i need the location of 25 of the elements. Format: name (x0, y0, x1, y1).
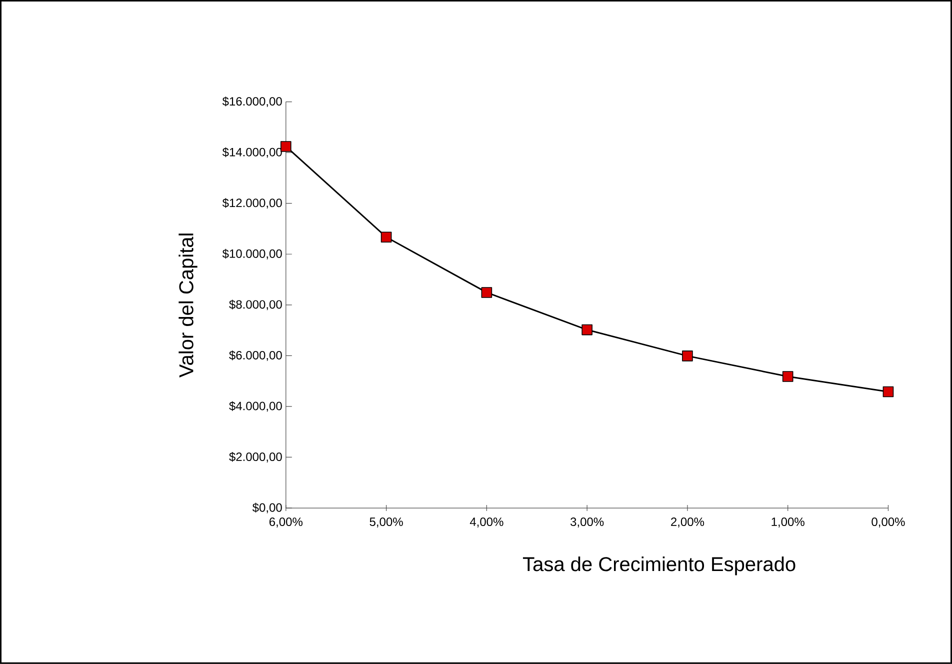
y-tick-label: $2.000,00 (229, 452, 282, 463)
x-tick-label: 2,00% (671, 518, 704, 528)
y-axis-title: Valor del Capital (178, 234, 198, 378)
point (882, 386, 894, 398)
x-tick-label: 1,00% (772, 518, 804, 528)
y-tick-label: $16.000,00 (222, 96, 282, 108)
point (481, 287, 492, 298)
x-tick-label: 5,00% (370, 518, 403, 528)
point (582, 324, 592, 336)
y-tick-label: $0,00 (252, 502, 282, 514)
y-tick-label: $10.000,00 (222, 248, 282, 260)
y-tick-label: $8.000,00 (229, 300, 282, 310)
y-tick-label: $4.000,00 (229, 401, 282, 412)
x-tick-label: 6,00% (269, 518, 302, 528)
point (682, 350, 693, 362)
x-tick-label: 4,00% (470, 518, 504, 528)
y-tick-label: $6.000,00 (229, 350, 282, 361)
y-tick-label: $12.000,00 (222, 198, 282, 209)
y-tick-label: $14.000,00 (222, 147, 282, 158)
x-axis-title: Tasa de Crecimiento Esperado (522, 556, 796, 576)
point (280, 141, 292, 152)
point (380, 232, 392, 243)
x-tick-label: 0,00% (872, 518, 905, 528)
point (782, 371, 794, 382)
x-tick-label: 3,00% (570, 518, 604, 528)
